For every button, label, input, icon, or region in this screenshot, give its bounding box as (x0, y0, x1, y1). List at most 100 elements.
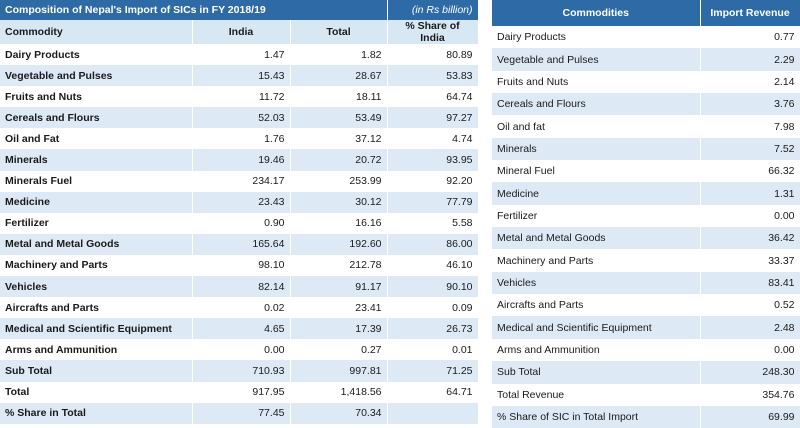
revenue-cell: 66.32 (700, 160, 800, 183)
value-cell: 37.12 (290, 128, 388, 150)
value-cell: 192.60 (290, 233, 388, 255)
table-row: Arms and Ammunition 0.00 0.27 0.01 (0, 339, 479, 361)
value-cell: 18.11 (290, 86, 388, 108)
value-cell: 90.10 (387, 276, 479, 298)
table-title: Composition of Nepal's Import of SICs in… (0, 0, 388, 20)
revenue-cell: 248.30 (700, 361, 800, 384)
commodity-cell: Cereals and Flours (492, 93, 701, 116)
value-cell: 1,418.56 (290, 381, 388, 403)
value-cell: 0.01 (387, 339, 479, 361)
value-cell: 16.16 (290, 212, 388, 234)
value-cell: 80.89 (387, 44, 479, 66)
commodity-cell: Machinery and Parts (0, 254, 193, 277)
value-cell: 11.72 (192, 86, 291, 108)
table-row: Aircrafts and Parts 0.52 (492, 294, 800, 317)
revenue-cell: 2.48 (700, 316, 800, 339)
value-cell: 710.93 (192, 360, 291, 382)
value-cell: 5.58 (387, 212, 479, 234)
value-cell: 98.10 (192, 254, 291, 277)
commodity-cell: Aircrafts and Parts (0, 297, 193, 319)
commodity-cell: Medical and Scientific Equipment (492, 316, 701, 339)
table-row: Vegetable and Pulses 2.29 (492, 48, 800, 71)
commodity-cell: Arms and Ammunition (492, 338, 701, 362)
sic-import-composition-table: Composition of Nepal's Import of SICs in… (0, 0, 479, 424)
table-row: Oil and fat 7.98 (492, 115, 800, 138)
commodity-cell: Minerals Fuel (0, 170, 193, 192)
column-header: India (192, 20, 291, 44)
table-row: Medicine 23.43 30.12 77.79 (0, 191, 479, 213)
value-cell: 20.72 (290, 149, 388, 171)
revenue-cell: 0.00 (700, 204, 800, 228)
table-row: Minerals Fuel 234.17 253.99 92.20 (0, 170, 479, 192)
commodity-cell: % Share in Total (0, 402, 193, 424)
table-row: Fertilizer 0.90 16.16 5.58 (0, 212, 479, 234)
value-cell: 82.14 (192, 276, 291, 298)
table-row: Sub Total 248.30 (492, 361, 800, 384)
table-row: Cereals and Flours 3.76 (492, 93, 800, 116)
table-row: Fruits and Nuts 11.72 18.11 64.74 (0, 86, 479, 108)
table-row: Metal and Metal Goods 36.42 (492, 227, 800, 250)
value-cell: 52.03 (192, 107, 291, 129)
value-cell: 23.41 (290, 297, 388, 319)
table-row: Minerals 19.46 20.72 93.95 (0, 149, 479, 171)
value-cell: 1.47 (192, 44, 291, 66)
revenue-cell: 36.42 (700, 227, 800, 250)
value-cell: 97.27 (387, 107, 479, 129)
commodity-cell: Medicine (0, 191, 193, 213)
value-cell: 92.20 (387, 170, 479, 192)
value-cell: 70.34 (290, 402, 388, 424)
revenue-cell: 69.99 (700, 405, 800, 428)
commodity-cell: Machinery and Parts (492, 249, 701, 272)
value-cell: 4.74 (387, 128, 479, 150)
table-row: Oil and Fat 1.76 37.12 4.74 (0, 128, 479, 150)
value-cell: 91.17 (290, 276, 388, 298)
revenue-cell: 0.00 (700, 338, 800, 362)
revenue-cell: 1.31 (700, 182, 800, 205)
commodity-cell: Aircrafts and Parts (492, 294, 701, 317)
value-cell: 26.73 (387, 318, 479, 340)
value-cell: 17.39 (290, 318, 388, 340)
table-row: Vehicles 82.14 91.17 90.10 (0, 276, 479, 298)
table-row: Vehicles 83.41 (492, 271, 800, 295)
value-cell: 77.79 (387, 191, 479, 213)
value-cell: 1.82 (290, 44, 388, 66)
table-row: Cereals and Flours 52.03 53.49 97.27 (0, 107, 479, 129)
value-cell: 0.90 (192, 212, 291, 234)
value-cell: 86.00 (387, 233, 479, 255)
table-row: Minerals 7.52 (492, 137, 800, 161)
revenue-cell: 83.41 (700, 271, 800, 295)
value-cell: 0.27 (290, 339, 388, 361)
value-cell: 30.12 (290, 191, 388, 213)
revenue-cell: 7.98 (700, 115, 800, 138)
commodity-cell: Mineral Fuel (492, 160, 701, 183)
value-cell: 253.99 (290, 170, 388, 192)
table-row: Fruits and Nuts 2.14 (492, 70, 800, 94)
commodity-cell: Sub Total (0, 360, 193, 382)
value-cell: 64.71 (387, 381, 479, 403)
commodity-cell: Cereals and Flours (0, 107, 193, 129)
value-cell: 1.76 (192, 128, 291, 150)
value-cell: 93.95 (387, 149, 479, 171)
table-row: Arms and Ammunition 0.00 (492, 338, 800, 362)
commodity-cell: Total (0, 381, 193, 403)
revenue-cell: 2.29 (700, 48, 800, 71)
table-header-row: Commodity India Total % Share of India (0, 20, 479, 44)
revenue-cell: 354.76 (700, 383, 800, 406)
table-row: Machinery and Parts 98.10 212.78 46.10 (0, 254, 479, 277)
table-row: Medical and Scientific Equipment 4.65 17.3… (0, 318, 479, 340)
commodity-cell: Medicine (492, 182, 701, 205)
commodity-cell: Arms and Ammunition (0, 339, 193, 361)
commodity-cell: Dairy Products (0, 44, 193, 66)
table-row: Metal and Metal Goods 165.64 192.60 86.00 (0, 233, 479, 255)
column-header: Import Revenue (700, 0, 800, 26)
commodity-cell: Total Revenue (492, 383, 701, 406)
value-cell (387, 402, 479, 424)
table-row: Machinery and Parts 33.37 (492, 249, 800, 272)
value-cell: 28.67 (290, 65, 388, 87)
revenue-cell: 33.37 (700, 249, 800, 272)
value-cell: 23.43 (192, 191, 291, 213)
value-cell: 0.09 (387, 297, 479, 319)
commodity-cell: Oil and Fat (0, 128, 193, 150)
commodity-cell: Vegetable and Pulses (492, 48, 701, 71)
table-header-row: Commodities Import Revenue (492, 0, 800, 26)
